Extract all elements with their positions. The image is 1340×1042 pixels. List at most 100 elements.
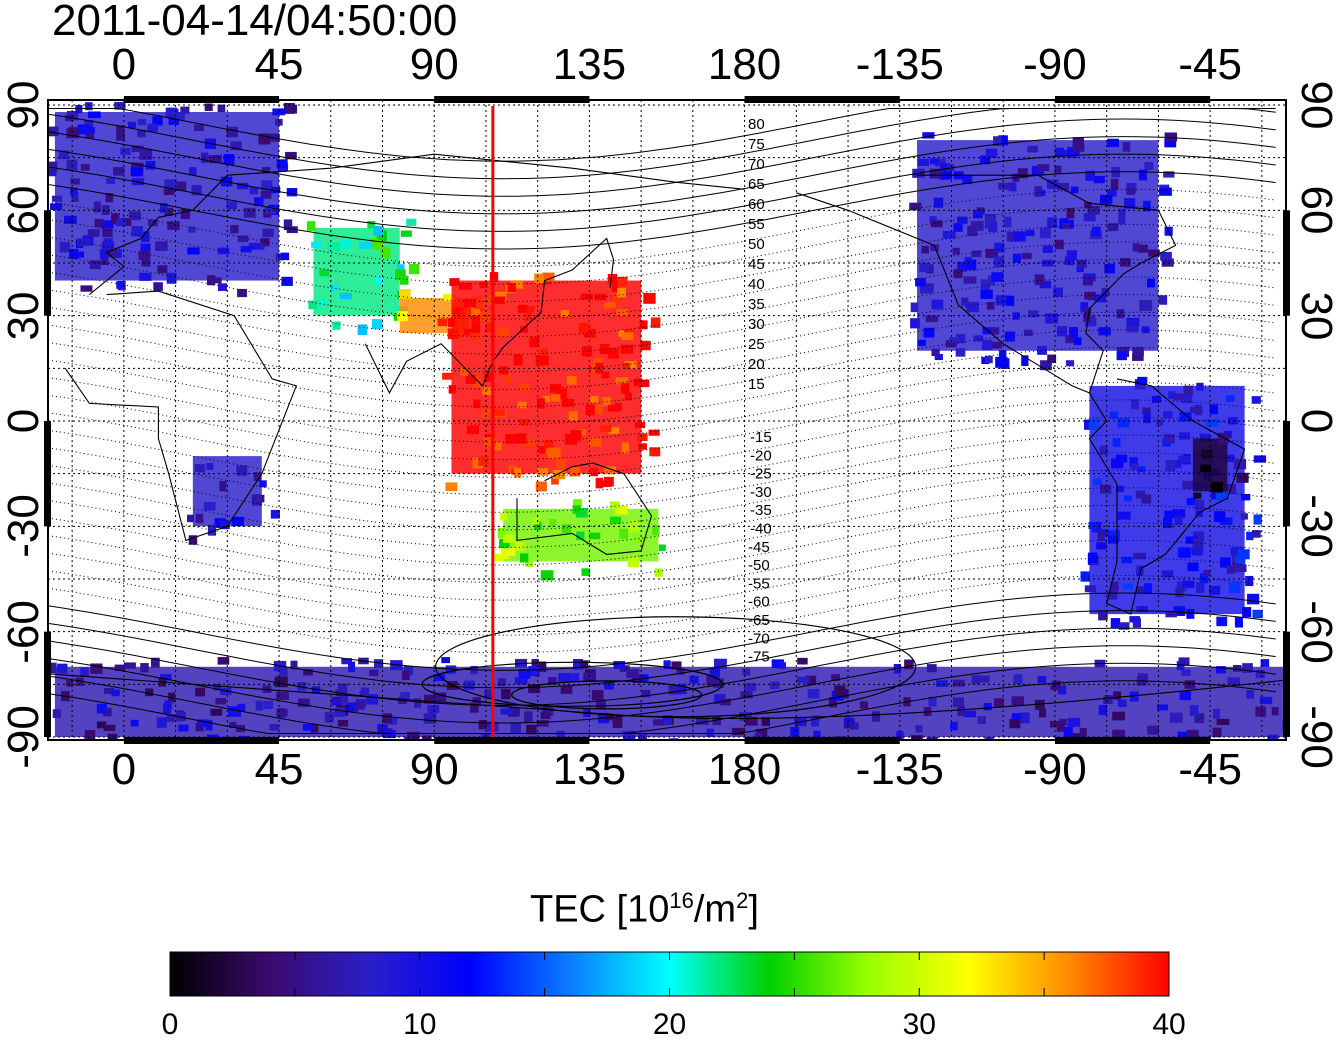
colorbar-tick-label: 10 [403, 1008, 437, 1041]
tec-cell [538, 446, 546, 454]
tec-cell [492, 442, 502, 451]
contour-label: 25 [748, 336, 765, 353]
tec-cell [588, 532, 601, 540]
tec-cell [1112, 711, 1126, 721]
tec-cell [237, 235, 249, 243]
tec-cell [1191, 546, 1204, 555]
tec-cell [251, 494, 262, 506]
lat-tick-label: -90 [0, 705, 48, 769]
tec-cell [949, 337, 959, 344]
tec-cell [1186, 729, 1199, 738]
tec-cell [103, 707, 112, 717]
tec-cell [195, 723, 204, 732]
tec-cell [931, 220, 943, 228]
tec-cell [1103, 694, 1113, 705]
tec-cell [1037, 164, 1050, 172]
tec-cell [507, 282, 516, 293]
tec-cell [929, 216, 937, 223]
tec-cell [991, 327, 1000, 335]
frame-tick-bar [744, 737, 900, 744]
tec-cell [406, 218, 417, 226]
tec-cell [588, 437, 602, 447]
tec-cell [1179, 412, 1192, 422]
contour-label: -15 [750, 429, 772, 446]
tec-cell [872, 711, 881, 722]
tec-cell [542, 444, 550, 455]
tec-cell [1137, 466, 1146, 473]
mag-pole-contour [421, 661, 723, 707]
tec-cell [1216, 616, 1228, 627]
tec-cell [519, 418, 529, 426]
tec-cell [1183, 385, 1194, 396]
frame-tick-bar [1283, 421, 1290, 527]
tec-cell [1097, 530, 1105, 541]
tec-cell [205, 719, 213, 731]
tec-cell [985, 248, 999, 259]
tec-cell [971, 675, 980, 685]
tec-cell [75, 677, 84, 686]
tec-cell [204, 103, 213, 111]
tec-cell [155, 241, 168, 251]
tec-cell [740, 691, 753, 699]
tec-cell [617, 287, 626, 298]
tec-cell [423, 694, 436, 704]
tec-cell [714, 694, 726, 704]
tec-cell [519, 383, 530, 391]
tec-cell [584, 669, 596, 677]
tec-cell [668, 685, 681, 695]
tec-cell [375, 276, 384, 285]
contour-label: -30 [750, 484, 772, 501]
tec-cell [600, 424, 612, 432]
tec-cell [496, 328, 509, 337]
tec-cell [1088, 522, 1097, 530]
tec-cell [85, 130, 95, 139]
tec-cell [483, 437, 496, 447]
mag-contour [48, 108, 1276, 162]
tec-cell [1185, 536, 1199, 544]
tec-cell [624, 392, 632, 401]
tec-cell [1079, 728, 1087, 739]
tec-cell [1233, 459, 1247, 470]
tec-cell [427, 705, 440, 714]
colorbar-label-close: ] [748, 888, 759, 931]
tec-cell [611, 282, 620, 292]
tec-cell [173, 181, 187, 191]
tec-cell [285, 151, 297, 160]
lat-tick-label: 0 [0, 408, 48, 434]
mag-contour [48, 399, 1276, 478]
tec-cell [1135, 490, 1146, 499]
coastline [364, 237, 615, 395]
tec-cell [1234, 617, 1243, 628]
tec-cell [515, 542, 525, 552]
tec-cell [140, 243, 151, 252]
tec-cell [992, 341, 1002, 349]
lon-tick-label: 0 [111, 745, 137, 794]
contour-label: -60 [748, 594, 770, 611]
tec-cell [1212, 727, 1222, 738]
tec-cell [116, 125, 125, 134]
mag-contour [48, 153, 1276, 232]
tec-cell [535, 481, 547, 492]
tec-cell [166, 714, 176, 722]
tec-cell [195, 513, 204, 523]
tec-cell [1087, 552, 1097, 564]
tec-cell [589, 396, 599, 403]
mag-pole-contour [511, 680, 703, 710]
tec-cell [1124, 198, 1136, 209]
tec-cell [1011, 696, 1024, 706]
tec-cell [947, 164, 955, 171]
tec-cell [279, 666, 288, 677]
tec-cell [101, 205, 110, 216]
tec-cell [1109, 411, 1119, 419]
tec-cell [1038, 708, 1047, 718]
tec-cell [1214, 511, 1226, 523]
tec-cell [1098, 327, 1111, 336]
tec-cell [249, 186, 259, 195]
tec-cell [652, 719, 665, 726]
tec-cell [442, 372, 453, 380]
tec-cell [578, 322, 589, 334]
mag-contour [48, 311, 1276, 390]
tec-cell [953, 223, 963, 232]
tec-cell [540, 348, 548, 356]
lat-tick-label: 60 [0, 185, 48, 235]
